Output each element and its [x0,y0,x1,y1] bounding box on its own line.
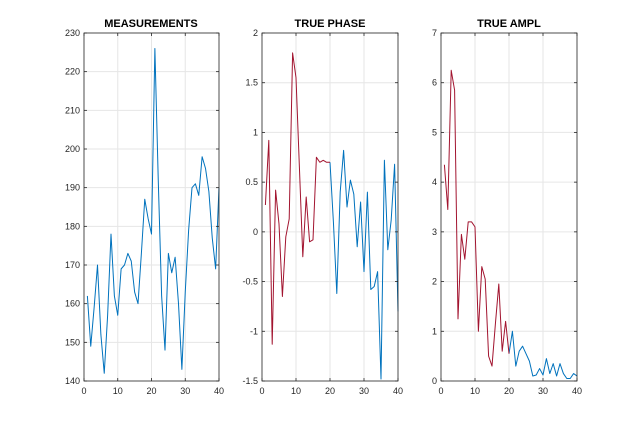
y-tick-label: 230 [65,28,80,38]
y-tick-label: 1 [432,326,437,336]
plot-area: 0 10 20 30 40 0 1 2 3 4 5 6 7 [432,28,582,396]
x-tick-label: 10 [291,386,301,396]
chart-title: MEASUREMENTS [104,18,198,30]
series-line [329,149,399,380]
chart-title: TRUE AMPL [477,18,541,30]
y-tick-label: 160 [65,299,80,309]
y-tick-label: 1 [253,127,258,137]
series-line [264,52,330,345]
x-tick-label: 40 [214,386,224,396]
x-tick-label: 0 [259,386,264,396]
y-tick-label: 0 [432,376,437,386]
x-tick-label: 20 [325,386,335,396]
x-tick-label: 30 [538,386,548,396]
y-tick-label: 1.5 [245,78,258,88]
y-tick-label: 4 [432,177,437,187]
x-tick-label: 10 [113,386,123,396]
x-tick-label: 10 [470,386,480,396]
x-tick-label: 40 [393,386,403,396]
y-tick-label: 5 [432,127,437,137]
y-tick-label: 210 [65,105,80,115]
chart-title: TRUE PHASE [295,18,366,30]
y-tick-label: 220 [65,67,80,77]
plot-area: 0 10 20 30 40 140 150 160 170 180 190 200 210 220 230 [65,28,224,396]
y-tick-label: 180 [65,221,80,231]
y-tick-label: 7 [432,28,437,38]
x-tick-label: 20 [504,386,514,396]
series-line [86,47,220,374]
x-tick-label: 20 [146,386,156,396]
y-tick-label: 2 [253,28,258,38]
y-tick-label: 190 [65,183,80,193]
y-tick-label: 3 [432,227,437,237]
x-tick-label: 0 [438,386,443,396]
y-tick-label: -1 [250,326,258,336]
y-tick-label: 150 [65,337,80,347]
plot-area: 0 10 20 30 40 -1.5 -1 -0.5 0 0.5 1 1.5 2 [242,28,403,396]
x-tick-label: 40 [572,386,582,396]
series-line [508,330,578,380]
y-tick-label: 6 [432,78,437,88]
y-tick-label: 170 [65,260,80,270]
y-tick-label: 0.5 [245,177,258,187]
y-tick-label: 140 [65,376,80,386]
x-tick-label: 0 [81,386,86,396]
y-tick-label: 0 [253,227,258,237]
y-tick-label: 200 [65,144,80,154]
panel-measurements: MEASUREMENTS 0 10 20 30 40 140 150 160 170 180 190… [65,18,224,396]
x-tick-label: 30 [359,386,369,396]
x-tick-label: 30 [180,386,190,396]
series-line [443,69,510,367]
y-tick-label: -0.5 [242,277,258,287]
y-tick-label: 2 [432,277,437,287]
panel-true-phase: TRUE PHASE 0 10 20 30 40 -1.5 -1 -0.5 0 0.5 1 1.5 2 [242,18,403,396]
panel-true-ampl: TRUE AMPL 0 10 20 30 40 0 1 2 3 4 5 6 7 [432,18,582,396]
y-tick-label: -1.5 [242,376,258,386]
